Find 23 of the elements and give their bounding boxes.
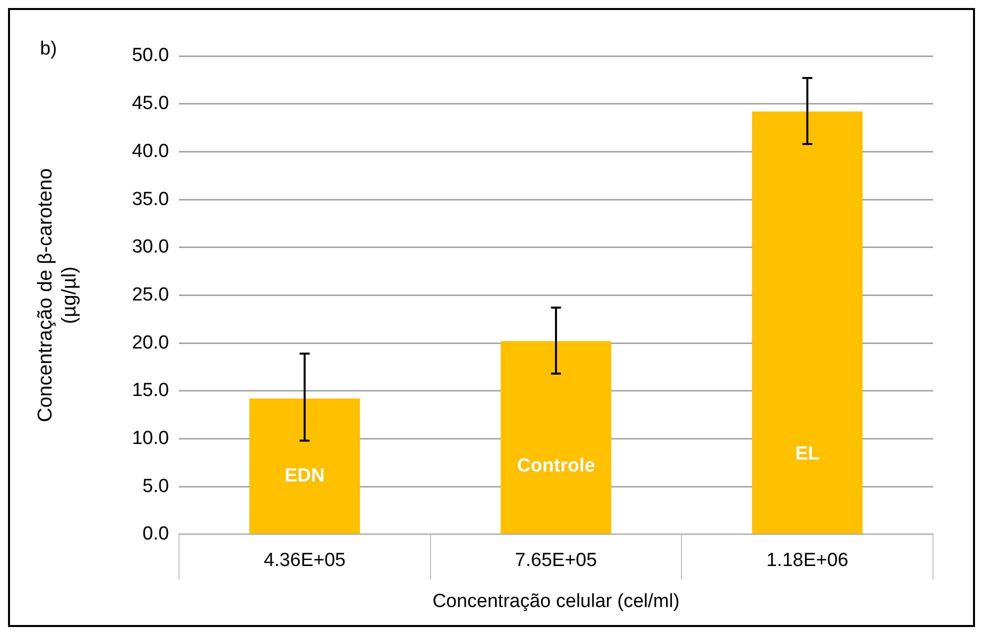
y-tick-label: 50.0: [132, 45, 169, 66]
annotation: Controle: [516, 456, 596, 477]
y-tick-label: 35.0: [132, 188, 169, 210]
y-tick-label: 15.0: [132, 380, 169, 402]
annotation: EL: [795, 444, 820, 465]
x-tick-label: 4.36E+05: [264, 550, 346, 572]
x-tick-label: 7.65E+05: [515, 550, 597, 572]
y-tick-label: 5.0: [142, 476, 169, 497]
y-tick-label: 40.0: [132, 140, 169, 162]
y-tick-label: 10.0: [132, 428, 169, 449]
y-tick-label: 20.0: [132, 332, 169, 354]
bar: [249, 398, 360, 534]
text: b): [40, 38, 57, 60]
y-tick-label: 0.0: [142, 524, 169, 545]
bar: [500, 341, 612, 534]
y-tick-label: 25.0: [132, 284, 169, 306]
y-tick-label: 30.0: [132, 236, 169, 258]
y-axis-title: Concentração de β-caroteno (µg/µl): [34, 168, 81, 422]
x-tick-label: 1.18E+06: [766, 550, 848, 572]
y-tick-label: 45.0: [132, 93, 169, 114]
x-axis-title: Concentração celular (cel/ml): [432, 590, 680, 612]
bar: [752, 111, 863, 534]
annotation: EDN: [284, 466, 325, 487]
